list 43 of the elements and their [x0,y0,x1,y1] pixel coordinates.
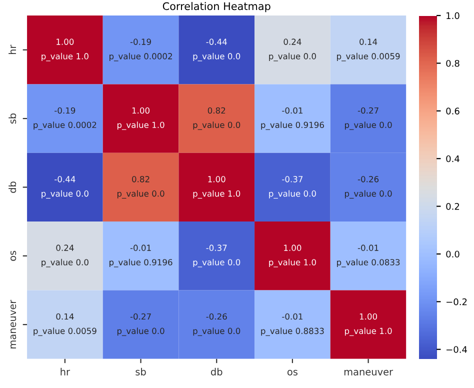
data-label: -0.01 p_value 0.0833 [337,244,400,268]
color-bar-label: −0.2 [446,298,467,306]
data-label: 0.24 p_value 0.0 [42,244,88,268]
y-tick-label: hr [8,44,16,54]
color-bar-label: −0.4 [446,346,467,353]
data-label: 0.14 p_value 0.0059 [337,38,400,62]
data-label: 0.14 p_value 0.0059 [34,313,96,336]
color-bar-label: 0.2 [446,203,460,210]
y-tick-label: os [10,250,16,261]
data-label: 1.00 p_value 1.0 [193,176,240,199]
y-tick-label: db [8,182,16,193]
data-label: -0.37 p_value 0.0 [269,176,316,199]
x-tick-label: os [287,370,298,376]
data-label: 1.00 p_value 1.0 [117,107,164,130]
data-label: 0.82 p_value 0.0 [193,107,240,130]
chart-title: Correlation Heatmap [162,2,270,12]
data-label: 0.24 p_value 0.0 [269,38,316,62]
data-label: -0.01 p_value 0.9196 [110,244,172,268]
data-label: 0.82 p_value 0.0 [117,176,164,199]
data-label: -0.19 p_value 0.0002 [34,107,96,130]
x-tick-label: hr [60,368,70,376]
color-bar-label: 1.0 [446,12,460,20]
data-label: -0.19 p_value 0.0002 [110,38,172,62]
data-label: -0.27 p_value 0.0 [117,313,164,336]
x-tick-label: db [210,368,222,376]
x-tick-label: maneuver [344,370,394,376]
data-label: -0.44 p_value 0.0 [193,38,240,62]
data-label: -0.01 p_value 0.9196 [261,107,324,130]
color-bar-label: 0.8 [446,60,460,67]
data-label: -0.26 p_value 0.0 [193,313,240,336]
data-label: -0.37 p_value 0.0 [193,244,240,268]
data-label: -0.01 p_value 0.8833 [261,313,324,336]
data-label: -0.27 p_value 0.0 [344,107,392,130]
y-tick-label: sb [8,113,16,124]
data-label: 1.00 p_value 1.0 [42,38,88,62]
color-bar-label: 0.6 [446,108,460,114]
data-label: -0.44 p_value 0.0 [42,176,88,199]
data-label: 1.00 p_value 1.0 [344,313,392,336]
color-bar-label: 0.4 [446,155,460,162]
data-label: 1.00 p_value 1.0 [269,244,316,268]
data-label: -0.26 p_value 0.0 [344,176,392,199]
color-bar-label: 0.0 [446,250,460,258]
x-tick-label: sb [136,368,146,376]
